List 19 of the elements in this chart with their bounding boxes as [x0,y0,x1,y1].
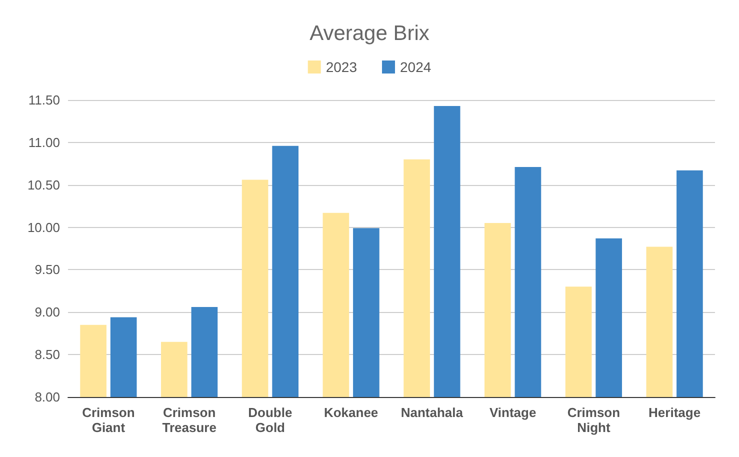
x-tick-label: Nantahala [400,405,464,420]
legend-label: 2024 [400,59,432,75]
y-tick-label: 10.00 [27,220,60,235]
legend-label: 2023 [326,59,358,75]
y-tick-label: 11.00 [28,134,60,150]
y-tick-label: 8.00 [34,390,60,404]
x-tick-label: Heritage [648,405,701,420]
y-tick-label: 10.50 [27,177,60,192]
x-tick-label: Kokanee [324,405,378,420]
x-tick-label: Crimson Treasure [162,405,216,435]
y-tick-label: 8.50 [34,347,60,362]
x-tick-label: Vintage [489,405,536,420]
x-tick-label: Crimson Giant [82,405,135,435]
x-tick-label: Crimson Night [567,405,620,435]
chart-title: Average Brix [310,22,430,45]
y-tick-label: 9.50 [34,262,60,278]
y-tick-label: 11.50 [28,92,60,108]
y-tick-label: 9.00 [34,304,60,320]
x-tick-label: Double Gold [248,405,292,435]
